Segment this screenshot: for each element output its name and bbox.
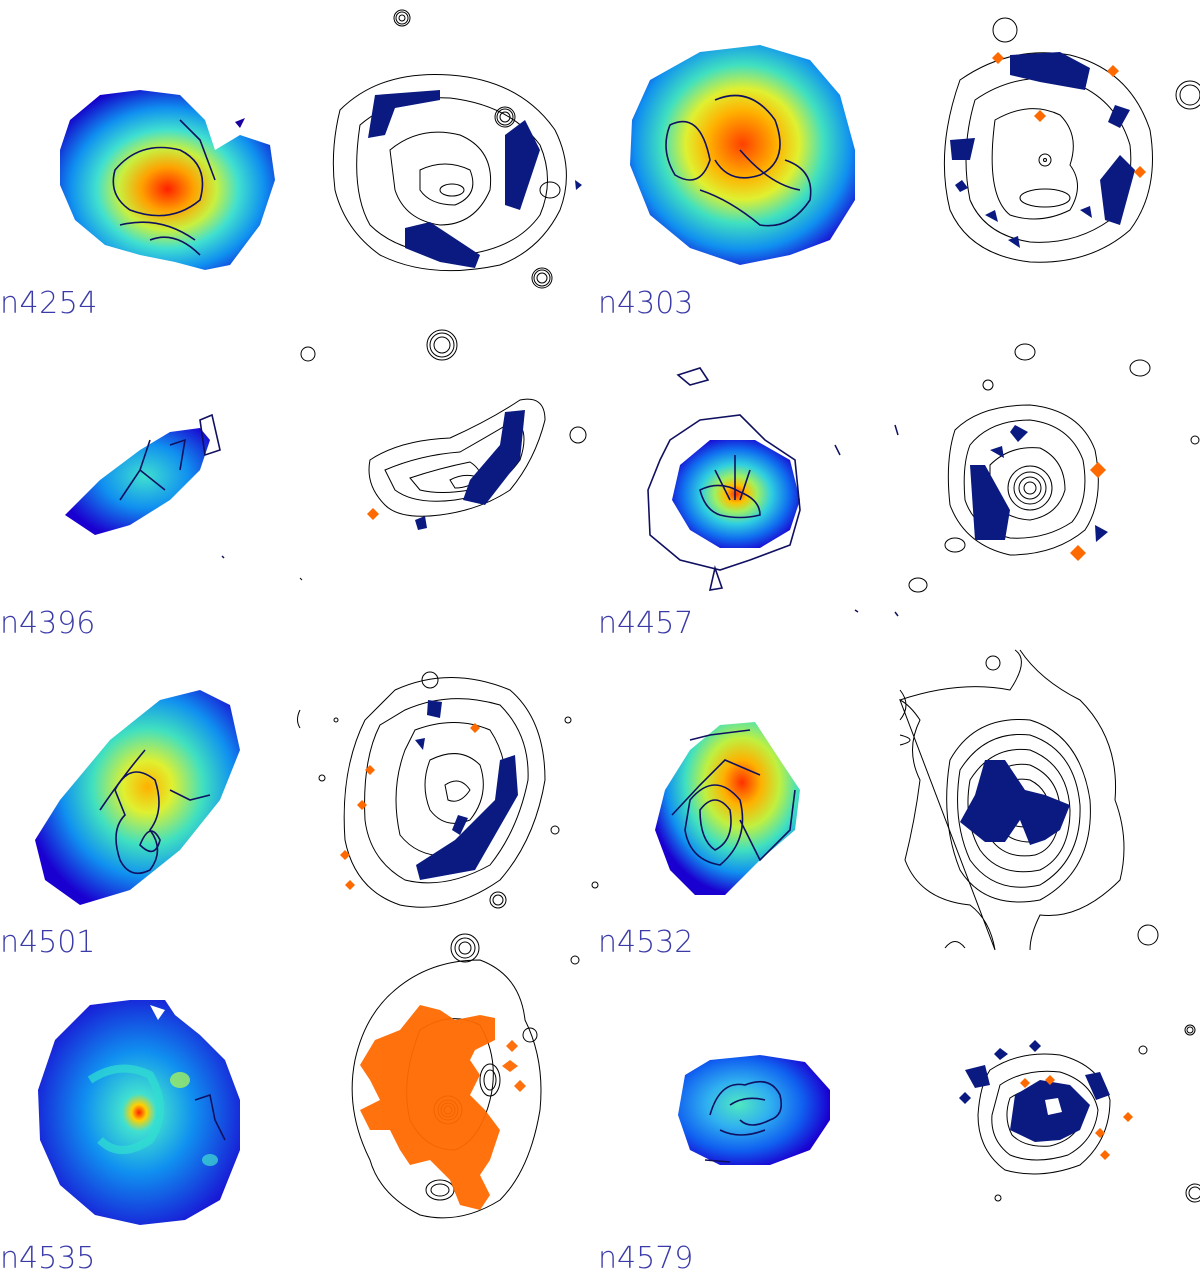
n4396-contour-map bbox=[299, 329, 587, 581]
n4532-intensity-map bbox=[655, 722, 800, 895]
n4579-core-hole bbox=[1045, 1098, 1062, 1115]
label-n4579: n4579 bbox=[598, 1241, 693, 1270]
n4501-blue-regions bbox=[415, 700, 518, 880]
n4457-orange-markers bbox=[1070, 462, 1106, 561]
n4396-orange-markers bbox=[367, 508, 379, 520]
label-n4303: n4303 bbox=[598, 286, 693, 321]
label-n4501: n4501 bbox=[0, 925, 95, 960]
label-n4457: n4457 bbox=[598, 606, 693, 641]
n4535-orange-regions bbox=[360, 1005, 526, 1210]
n4579-contour-map bbox=[977, 1024, 1200, 1203]
n4501-orange-markers bbox=[340, 723, 480, 890]
label-n4254: n4254 bbox=[0, 286, 98, 321]
n4254-intensity-map bbox=[60, 90, 275, 270]
n4579-intensity-map bbox=[678, 1055, 830, 1165]
n4535-intensity-map bbox=[38, 1000, 240, 1225]
n4303-blue-regions bbox=[950, 52, 1135, 248]
n4457-blue-regions bbox=[970, 425, 1108, 542]
n4579-orange-markers bbox=[1020, 1075, 1133, 1160]
n4457-contour-map bbox=[908, 343, 1200, 593]
label-n4396: n4396 bbox=[0, 606, 95, 641]
n4457-intensity-map bbox=[647, 367, 899, 617]
n4396-blue-regions bbox=[415, 410, 525, 530]
n4303-contour-map bbox=[943, 17, 1200, 263]
n4396-intensity-map bbox=[65, 413, 225, 559]
n4303-intensity-map bbox=[630, 45, 855, 265]
n4254-blue-regions bbox=[368, 90, 582, 268]
n4501-intensity-map bbox=[35, 690, 240, 905]
n4254-contour-map bbox=[332, 9, 567, 289]
n4532-blue-regions bbox=[960, 760, 1070, 845]
n4303-orange-markers bbox=[992, 52, 1146, 178]
label-n4535: n4535 bbox=[0, 1241, 95, 1270]
label-n4532: n4532 bbox=[598, 925, 693, 960]
